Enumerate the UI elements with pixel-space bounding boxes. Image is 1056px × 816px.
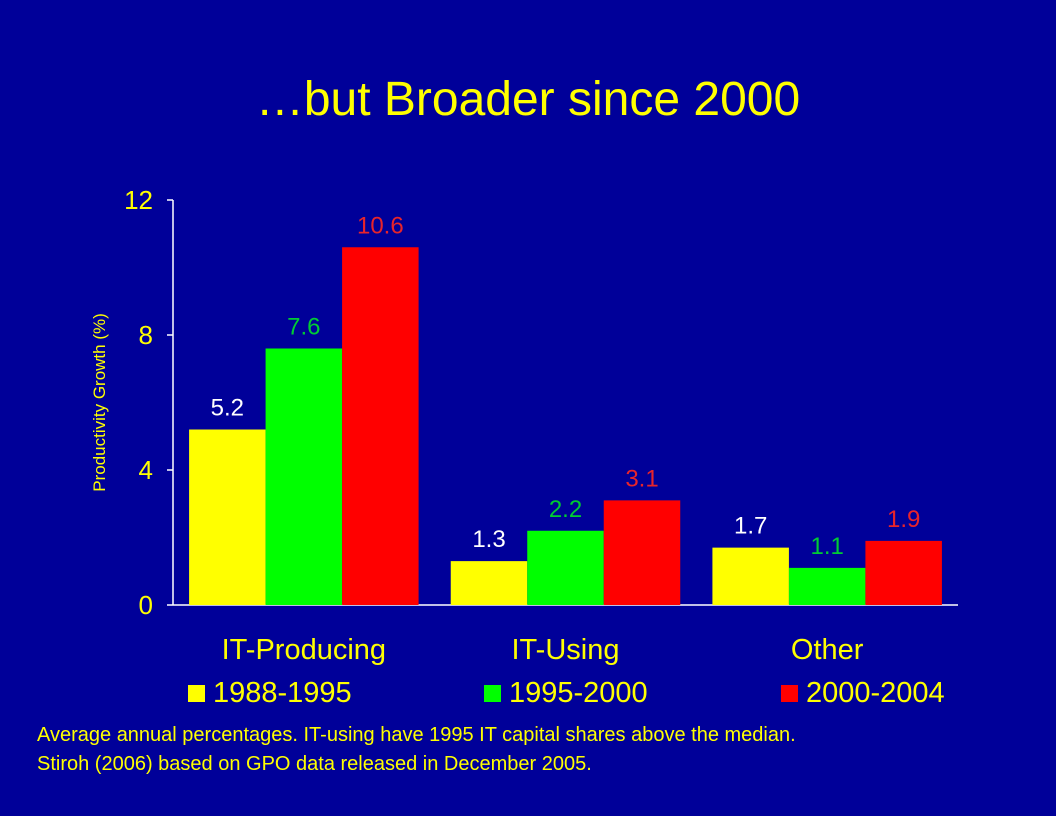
legend-item-1995-2000: 1995-2000: [484, 676, 648, 710]
data-label: 1.7: [734, 513, 767, 540]
bar-1995-2000-IT-Producing: [265, 348, 343, 605]
bar-1988-1995-Other: [712, 547, 789, 605]
bar-1988-1995-IT-Using: [450, 561, 528, 605]
category-label: IT-Using: [512, 634, 620, 666]
footnote-2: Stiroh (2006) based on GPO data released…: [37, 753, 592, 775]
legend-label-2000-2004: 2000-2004: [806, 676, 945, 709]
y-axis-title: Productivity Growth (%): [90, 313, 109, 492]
legend-label-1988-1995: 1988-1995: [213, 676, 352, 709]
data-label: 5.2: [211, 395, 244, 422]
category-label: Other: [791, 634, 864, 666]
y-tick-label: 0: [139, 590, 153, 620]
y-tick-label: 12: [124, 185, 153, 215]
data-label: 3.1: [625, 465, 658, 492]
data-label: 1.9: [887, 506, 920, 533]
data-label: 10.6: [357, 212, 404, 239]
legend-swatch-2000-2004: [781, 684, 798, 702]
data-label: 1.3: [472, 526, 505, 553]
data-label: 1.1: [810, 533, 843, 560]
bar-1995-2000-IT-Using: [527, 530, 604, 605]
bar-1995-2000-Other: [788, 567, 866, 605]
legend-item-2000-2004: 2000-2004: [781, 676, 945, 710]
legend-item-1988-1995: 1988-1995: [188, 676, 352, 710]
data-label: 7.6: [287, 314, 320, 341]
y-tick-label: 8: [139, 320, 153, 350]
bar-2000-2004-IT-Producing: [342, 247, 419, 605]
legend-label-1995-2000: 1995-2000: [509, 676, 648, 709]
bar-1988-1995-IT-Producing: [189, 429, 266, 605]
bar-2000-2004-Other: [865, 540, 942, 605]
slide-title: …but Broader since 2000: [255, 73, 801, 126]
footnote-1: Average annual percentages. IT-using hav…: [37, 724, 796, 746]
y-tick-label: 4: [139, 455, 153, 485]
data-label: 2.2: [549, 496, 582, 523]
category-label: IT-Producing: [222, 634, 386, 666]
legend-swatch-1995-2000: [484, 684, 501, 702]
legend-swatch-1988-1995: [188, 684, 205, 702]
bar-2000-2004-IT-Using: [603, 500, 681, 605]
